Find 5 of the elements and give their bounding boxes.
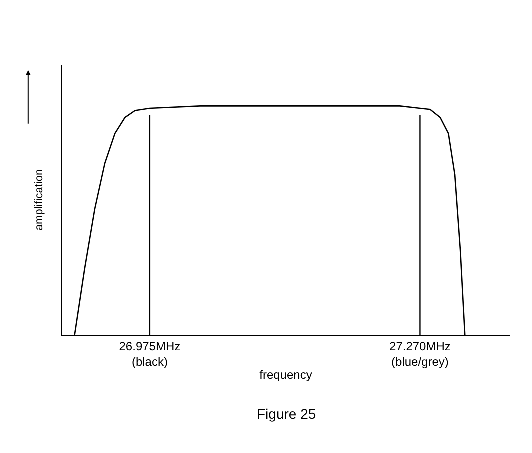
x-tick-label: 26.975MHz (black) xyxy=(119,339,181,369)
x-axis-title: frequency xyxy=(260,368,312,382)
caption: Figure 25 xyxy=(257,406,316,422)
x-tick-label: 27.270MHz (blue/grey) xyxy=(390,339,451,369)
y-axis-title: amplification xyxy=(34,169,46,231)
